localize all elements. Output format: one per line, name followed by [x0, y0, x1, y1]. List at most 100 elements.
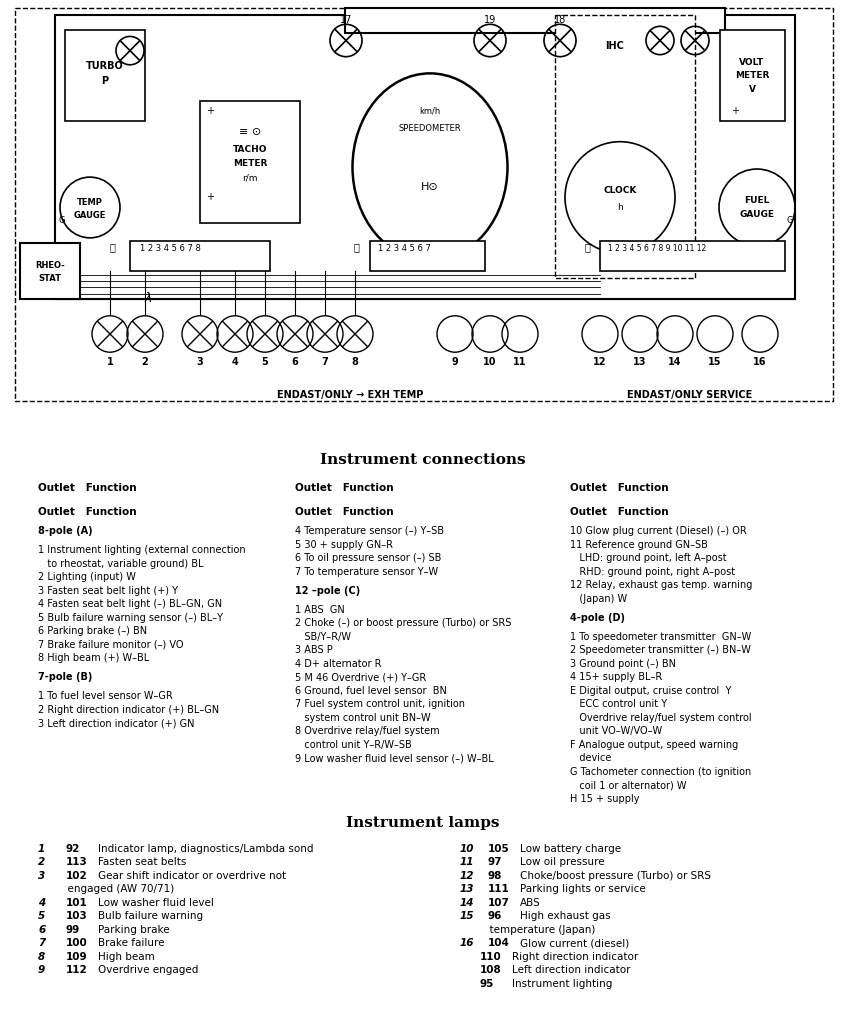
Text: 16: 16 [460, 938, 475, 948]
Text: 110: 110 [480, 952, 502, 962]
Text: 1 To fuel level sensor W–GR: 1 To fuel level sensor W–GR [38, 691, 173, 701]
Bar [600, 241, 785, 271]
Text: 99: 99 [66, 925, 80, 935]
Text: 19: 19 [484, 15, 496, 26]
Text: TACHO: TACHO [233, 145, 267, 155]
Text: 109: 109 [66, 952, 88, 962]
Text: 105: 105 [488, 844, 510, 854]
Text: 4 Fasten seat belt light (–) BL–GN, GN: 4 Fasten seat belt light (–) BL–GN, GN [38, 599, 222, 609]
Text: RHD: ground point, right A–post: RHD: ground point, right A–post [570, 566, 735, 577]
Bar [55, 15, 795, 299]
Text: 12: 12 [460, 870, 475, 881]
Text: CLOCK: CLOCK [603, 185, 637, 195]
Text: 11: 11 [460, 857, 475, 867]
Text: 13: 13 [460, 885, 475, 894]
Text: SB/Y–R/W: SB/Y–R/W [295, 632, 351, 642]
Text: Choke/boost pressure (Turbo) or SRS: Choke/boost pressure (Turbo) or SRS [520, 870, 711, 881]
Text: 9: 9 [452, 357, 459, 368]
Text: Overdrive engaged: Overdrive engaged [98, 966, 198, 976]
Text: 8-pole (A): 8-pole (A) [38, 526, 92, 537]
Text: 3 ABS P: 3 ABS P [295, 645, 332, 655]
Text: V: V [749, 85, 755, 93]
Text: 101: 101 [66, 898, 88, 908]
Text: 2 Lighting (input) W: 2 Lighting (input) W [38, 572, 136, 583]
Text: Overdrive relay/fuel system control: Overdrive relay/fuel system control [570, 713, 751, 723]
Text: 8 Overdrive relay/fuel system: 8 Overdrive relay/fuel system [295, 726, 440, 736]
Text: 4: 4 [232, 357, 239, 368]
Text: 3 Ground point (–) BN: 3 Ground point (–) BN [570, 658, 676, 669]
Text: 15: 15 [460, 911, 475, 922]
Text: G: G [787, 216, 794, 225]
Text: Outlet   Function: Outlet Function [295, 483, 393, 494]
Text: 1 Instrument lighting (external connection: 1 Instrument lighting (external connecti… [38, 545, 245, 555]
Text: 11 Reference ground GN–SB: 11 Reference ground GN–SB [570, 540, 708, 550]
Text: 8 High beam (+) W–BL: 8 High beam (+) W–BL [38, 653, 149, 664]
Text: Outlet   Function: Outlet Function [570, 507, 668, 517]
Text: METER: METER [233, 160, 267, 169]
Text: Outlet   Function: Outlet Function [38, 483, 136, 494]
Text: 16: 16 [753, 357, 766, 368]
Text: RHEO-: RHEO- [36, 261, 65, 269]
Text: Right direction indicator: Right direction indicator [512, 952, 638, 962]
Text: Ⓑ: Ⓑ [353, 242, 359, 252]
Text: control unit Y–R/W–SB: control unit Y–R/W–SB [295, 739, 412, 750]
Text: engaged (AW 70/71): engaged (AW 70/71) [48, 885, 174, 894]
Bar [555, 15, 695, 279]
Text: 4 15+ supply BL–R: 4 15+ supply BL–R [570, 672, 662, 682]
Bar [720, 31, 785, 122]
Text: 6 To oil pressure sensor (–) SB: 6 To oil pressure sensor (–) SB [295, 553, 442, 563]
Text: Parking lights or service: Parking lights or service [520, 885, 645, 894]
Text: 7: 7 [321, 357, 328, 368]
Text: 7: 7 [38, 938, 45, 948]
Text: 1 To speedometer transmitter  GN–W: 1 To speedometer transmitter GN–W [570, 632, 751, 642]
Text: to rheostat, variable ground) BL: to rheostat, variable ground) BL [38, 559, 204, 568]
Text: 6 Parking brake (–) BN: 6 Parking brake (–) BN [38, 627, 147, 636]
Text: GAUGE: GAUGE [739, 210, 774, 219]
Text: 2 Choke (–) or boost pressure (Turbo) or SRS: 2 Choke (–) or boost pressure (Turbo) or… [295, 618, 511, 628]
Text: 5 M 46 Overdrive (+) Y–GR: 5 M 46 Overdrive (+) Y–GR [295, 672, 426, 682]
Text: 3 Fasten seat belt light (+) Y: 3 Fasten seat belt light (+) Y [38, 586, 178, 596]
Text: 95: 95 [480, 979, 494, 989]
Text: r/m: r/m [242, 174, 258, 182]
Text: 5 Bulb failure warning sensor (–) BL–Y: 5 Bulb failure warning sensor (–) BL–Y [38, 612, 223, 623]
Text: Instrument lamps: Instrument lamps [346, 816, 500, 829]
Bar [370, 241, 485, 271]
Text: E Digital output, cruise control  Y: E Digital output, cruise control Y [570, 686, 732, 695]
Text: 1: 1 [38, 844, 45, 854]
Text: 4: 4 [38, 898, 45, 908]
Text: 10: 10 [460, 844, 475, 854]
Text: 104: 104 [488, 938, 510, 948]
Text: 17: 17 [340, 15, 352, 26]
Text: SPEEDOMETER: SPEEDOMETER [398, 124, 461, 133]
Text: 18: 18 [554, 15, 566, 26]
Bar [130, 241, 270, 271]
Text: 10: 10 [483, 357, 497, 368]
Text: 3: 3 [196, 357, 203, 368]
Text: 13: 13 [634, 357, 646, 368]
Text: 15: 15 [708, 357, 722, 368]
Bar [65, 31, 145, 122]
Text: Left direction indicator: Left direction indicator [512, 966, 630, 976]
Text: GAUGE: GAUGE [74, 211, 107, 220]
Text: 3 Left direction indicator (+) GN: 3 Left direction indicator (+) GN [38, 718, 195, 728]
Text: 100: 100 [66, 938, 88, 948]
Text: 96: 96 [488, 911, 503, 922]
Text: H⊙: H⊙ [421, 182, 439, 193]
Text: 2 Right direction indicator (+) BL–GN: 2 Right direction indicator (+) BL–GN [38, 705, 219, 715]
Text: ECC control unit Y: ECC control unit Y [570, 699, 667, 710]
Text: VOLT: VOLT [739, 58, 765, 68]
Text: λ: λ [145, 292, 151, 305]
Text: Outlet   Function: Outlet Function [295, 507, 393, 517]
Bar [200, 101, 300, 222]
Text: Parking brake: Parking brake [98, 925, 170, 935]
Text: 4 D+ alternator R: 4 D+ alternator R [295, 658, 382, 669]
Text: coil 1 or alternator) W: coil 1 or alternator) W [570, 780, 686, 791]
Text: temperature (Japan): temperature (Japan) [470, 925, 596, 935]
Text: Fasten seat belts: Fasten seat belts [98, 857, 186, 867]
Text: unit VO–W/VO–W: unit VO–W/VO–W [570, 726, 662, 736]
Text: 6: 6 [38, 925, 45, 935]
Text: Brake failure: Brake failure [98, 938, 164, 948]
Text: TEMP: TEMP [77, 198, 103, 207]
Text: 8: 8 [352, 357, 359, 368]
Text: 92: 92 [66, 844, 80, 854]
